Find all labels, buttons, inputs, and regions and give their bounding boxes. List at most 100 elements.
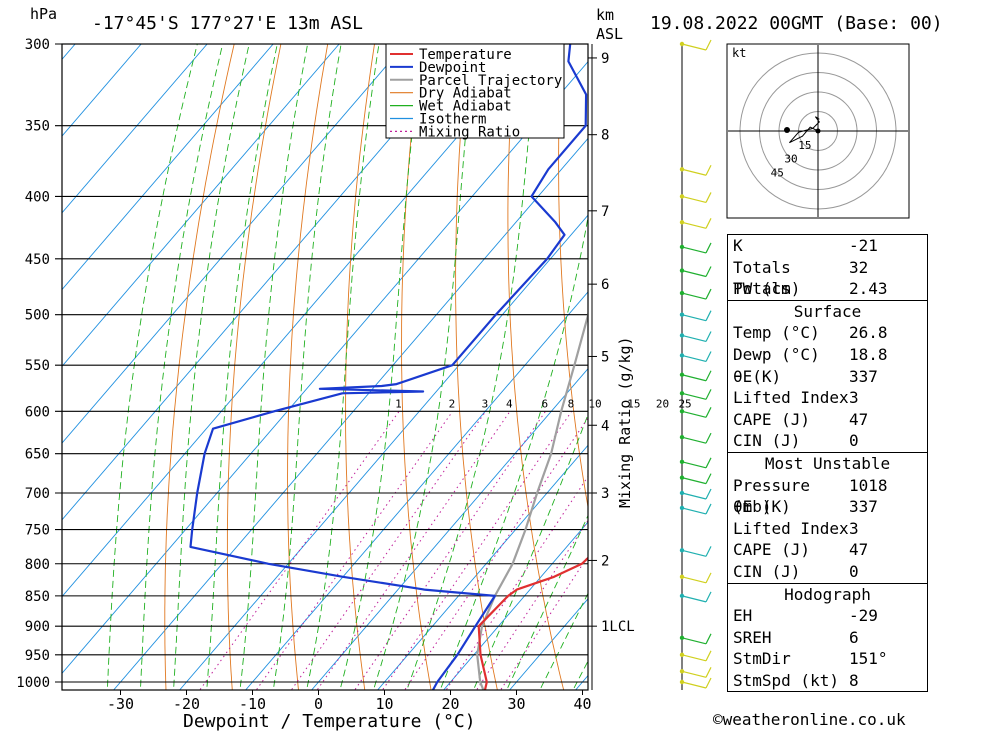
km-tick-label: 2 (601, 553, 609, 569)
mu-pressure-value: 1018 (849, 475, 888, 495)
legend-label: Isotherm (419, 112, 486, 128)
wet-adiabat-line (372, 44, 476, 690)
copyright-footer[interactable]: ©weatheronline.co.uk (713, 710, 906, 729)
eh-row: EH -29 (728, 605, 927, 627)
pressure-tick-label: 350 (25, 119, 50, 135)
pressure-tick-label: 300 (25, 37, 50, 53)
mixing-ratio-value: 20 (656, 397, 669, 410)
x-tick-label: 0 (314, 695, 323, 713)
wet-adiabat-line (139, 44, 224, 690)
stmdir-row: StmDir 151° (728, 648, 927, 670)
wind-barb-flag (705, 218, 712, 229)
wind-barb-flag (705, 192, 712, 203)
mixing-ratio-line (199, 411, 400, 690)
wind-level-dot (679, 290, 685, 296)
surface-dewp-label: Dewp (°C) (733, 344, 820, 364)
totals-totals-label: Totals Totals (733, 257, 791, 299)
hodograph-params-section: Hodograph EH -29 SREH 6 StmDir 151° StmSpd … (728, 582, 927, 692)
x-tick-label: 10 (375, 695, 393, 713)
surface-dewp-row: Dewp (°C) 18.8 (728, 344, 927, 366)
mu-cin-value: 0 (849, 561, 859, 581)
wind-barb (681, 654, 707, 662)
wind-barb-flag (705, 473, 712, 484)
wet-adiabat-line (472, 413, 588, 690)
sreh-value: 6 (849, 627, 859, 647)
surface-cin-label: CIN (J) (733, 431, 801, 451)
stmdir-label: StmDir (733, 649, 791, 669)
stmspd-label: StmSpd (kt) (733, 670, 839, 690)
wet-adiabat-line (339, 44, 424, 690)
pressure-tick-label: 700 (25, 486, 50, 502)
x-axis-title: Dewpoint / Temperature (°C) (183, 711, 476, 732)
surface-title: Surface (793, 301, 862, 321)
wind-barb (681, 576, 707, 584)
wind-barb-column (679, 39, 712, 690)
mixing-ratio-value: 8 (568, 397, 575, 410)
location-title: -17°45'S 177°27'E 13m ASL (92, 13, 363, 34)
wind-barb (681, 492, 707, 500)
k-index-value: -21 (849, 236, 878, 255)
stmspd-row: StmSpd (kt) 8 (728, 670, 927, 692)
hodograph-trace (789, 116, 820, 144)
asl-unit-label: ASL (596, 25, 623, 43)
mixing-ratio-value: 2 (449, 397, 456, 410)
km-tick-label: 4 (601, 418, 609, 434)
legend-label: Parcel Trajectory (419, 73, 562, 89)
legend-label: Dry Adiabat (419, 86, 512, 102)
wind-barb-flag (705, 331, 712, 342)
sreh-label: SREH (733, 627, 772, 647)
pw-label: PW (cm) (733, 279, 801, 299)
surface-theta-label: θE(K) (733, 366, 782, 386)
pressure-tick-label: 950 (25, 648, 50, 664)
wind-barb (681, 436, 707, 444)
wind-barb-flag (705, 370, 712, 382)
wind-barb (681, 595, 707, 603)
wet-adiabat-line (439, 215, 588, 690)
isotherm-line (62, 44, 538, 598)
surface-dewp-value: 18.8 (849, 344, 888, 364)
legend-box (385, 43, 565, 139)
dry-adiabat-line (287, 44, 329, 690)
isotherm-line (377, 444, 588, 690)
km-tick-label: 6 (601, 277, 609, 293)
wind-barb-flag (705, 546, 712, 557)
hodograph-params-title: Hodograph (784, 584, 871, 604)
pressure-tick-label: 900 (25, 619, 50, 635)
wind-barb-flag (705, 389, 712, 400)
wind-barb (681, 334, 707, 343)
wind-barb (681, 477, 707, 485)
wind-barb (681, 681, 707, 689)
wind-level-dot (679, 459, 685, 465)
wet-adiabat-line (173, 44, 250, 690)
wet-adiabat-line (206, 44, 278, 690)
surface-theta-value: 337 (849, 366, 878, 386)
km-tick-label: 3 (601, 486, 609, 502)
profile-lines (189, 44, 588, 690)
dry-adiabat-line (164, 44, 235, 690)
pressure-tick-label: 850 (25, 589, 50, 605)
mu-cape-value: 47 (849, 540, 869, 560)
mu-theta-row: θE (K) 337 (728, 496, 927, 518)
plot-frame (61, 43, 589, 691)
sreh-row: SREH 6 (728, 627, 927, 649)
wind-barb-flag (705, 457, 712, 469)
km-tick-label: 8 (601, 128, 609, 144)
surface-section: Surface Temp (°C) 26.8 Dewp (°C) 18.8 θE(K… (728, 299, 927, 452)
wind-barb (681, 461, 707, 469)
mixing-ratio-line (255, 411, 454, 690)
surface-cape-row: CAPE (J) 47 (728, 409, 927, 431)
isotherm-line (245, 291, 588, 690)
legend-label: Mixing Ratio (419, 124, 520, 140)
surface-li-row: Lifted Index 3 (728, 387, 927, 409)
pressure-tick-label: 750 (25, 523, 50, 539)
datetime-title: 19.08.2022 00GMT (Base: 00) (650, 13, 943, 34)
surface-cape-label: CAPE (J) (733, 409, 811, 429)
mixing-ratio-line (316, 411, 511, 690)
surface-temp-label: Temp (°C) (733, 323, 820, 343)
legend-label: Dewpoint (419, 60, 486, 76)
legend-label: Wet Adiabat (419, 99, 512, 115)
surface-temp-row: Temp (°C) 26.8 (728, 322, 927, 344)
mixing-ratio-line (290, 411, 487, 690)
